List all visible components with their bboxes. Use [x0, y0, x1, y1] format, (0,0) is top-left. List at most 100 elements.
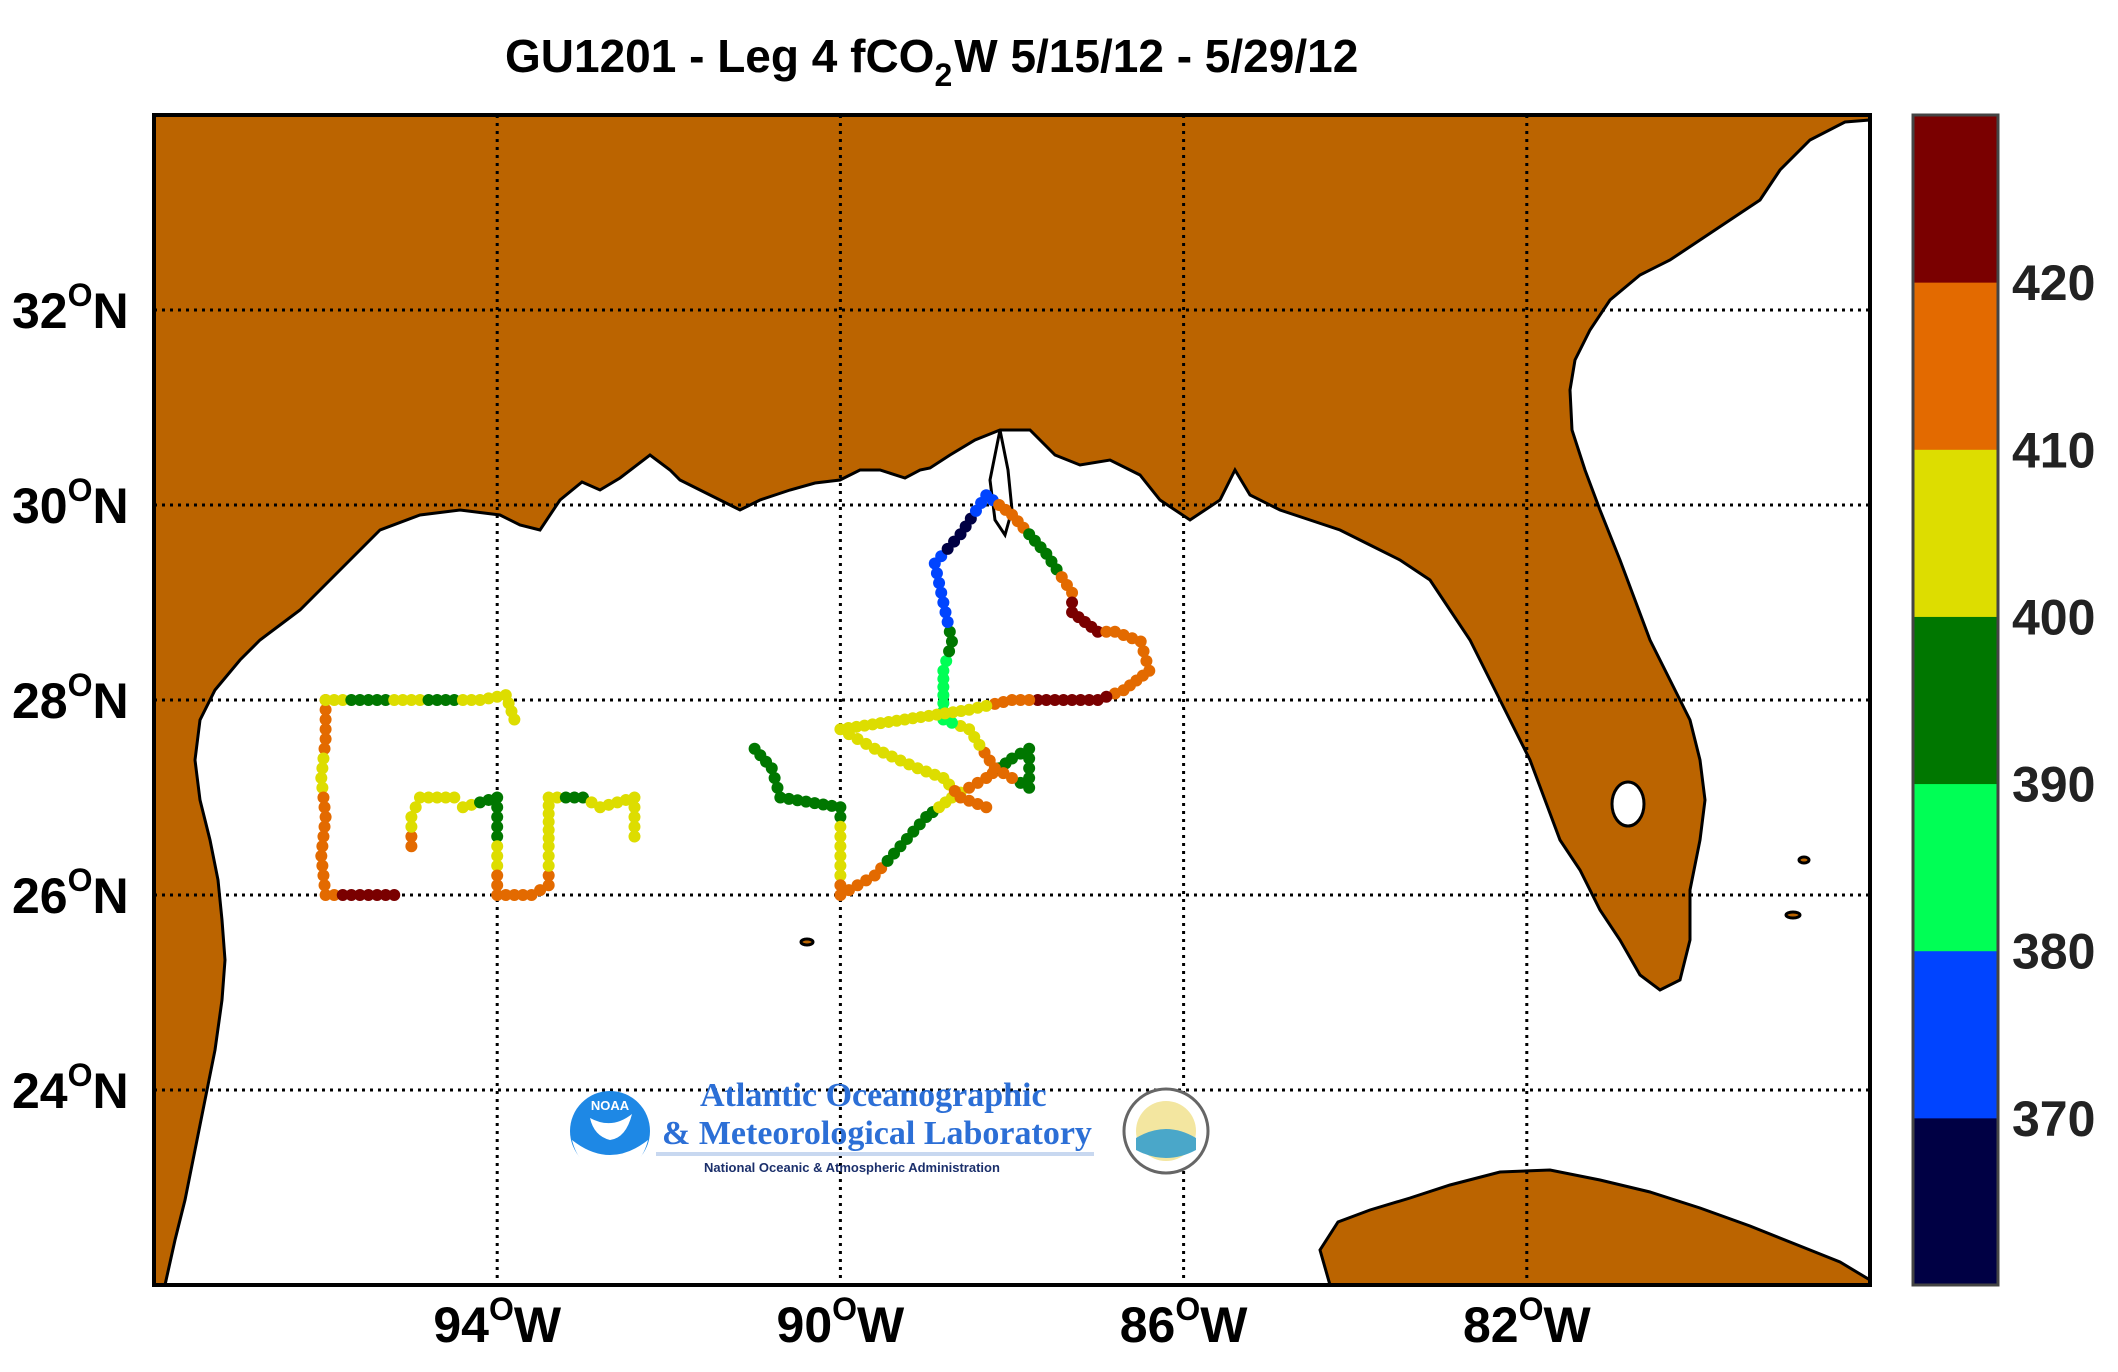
colorbar-bin	[1913, 282, 1998, 450]
lake-okeechobee	[1610, 780, 1646, 828]
track-point	[628, 830, 641, 843]
track-point	[431, 694, 444, 706]
colorbar-label: 370	[2012, 1091, 2095, 1147]
track-point	[768, 772, 781, 784]
track-point	[1091, 625, 1104, 638]
track-point	[388, 694, 401, 706]
lat-tick-label: 30ON	[12, 472, 129, 534]
colorbar-label: 420	[2012, 255, 2095, 311]
colorbar-label: 410	[2012, 422, 2095, 478]
track-point	[317, 830, 330, 843]
track-point	[491, 869, 504, 882]
track-point	[1091, 694, 1104, 706]
track-point	[945, 635, 958, 648]
cruise-track	[315, 489, 1156, 901]
lat-tick-label: 26ON	[12, 862, 129, 924]
track-point	[336, 889, 349, 901]
track-point	[491, 879, 504, 892]
island	[1784, 910, 1802, 920]
track-point	[409, 801, 422, 814]
track-point	[1134, 635, 1147, 648]
track-point	[345, 889, 358, 901]
track-point	[465, 694, 478, 706]
logo-line-2: & Meteorological Laboratory	[662, 1115, 1092, 1152]
track-point	[448, 694, 461, 706]
track-point	[939, 606, 952, 619]
colorbar-bin	[1913, 616, 1998, 785]
noaa-wave-icon	[572, 1140, 648, 1172]
map-frame	[152, 113, 1872, 1287]
track-point	[371, 889, 384, 901]
track-point	[319, 703, 332, 716]
track-point	[316, 840, 329, 853]
track-point	[318, 820, 331, 833]
track-point	[315, 850, 328, 862]
track-point	[319, 733, 332, 745]
track-point	[1023, 742, 1036, 755]
logo-line-1: Atlantic Oceanographic	[700, 1077, 1047, 1114]
colorbar-frame	[1911, 113, 2000, 1287]
track-point	[388, 889, 401, 901]
track-point	[328, 694, 341, 706]
track-point	[1014, 694, 1027, 706]
track-point	[491, 889, 504, 901]
lat-tick-label: 28ON	[12, 667, 129, 729]
colorbar-label: 400	[2012, 589, 2095, 645]
colorbar-bin	[1913, 1117, 1998, 1286]
track-point	[542, 791, 555, 804]
track-point	[318, 879, 331, 892]
track-point	[405, 830, 418, 843]
track-point	[508, 713, 521, 726]
track-point	[628, 801, 641, 814]
track-point	[319, 713, 332, 726]
track-point	[422, 791, 435, 804]
track-point	[834, 820, 847, 833]
track-point	[941, 616, 954, 628]
track-point	[336, 694, 349, 706]
track-point	[379, 694, 392, 706]
track-point	[413, 791, 426, 804]
track-point	[499, 889, 512, 901]
track-point	[568, 791, 581, 804]
track-point	[1023, 762, 1036, 775]
track-point	[448, 791, 461, 804]
track-point	[456, 694, 469, 706]
track-point	[1083, 694, 1096, 706]
island	[1797, 855, 1811, 865]
track-point	[940, 655, 953, 667]
noaa-bird-icon	[590, 1114, 632, 1140]
track-point	[834, 801, 847, 814]
track-point	[317, 752, 330, 765]
track-point	[315, 772, 328, 784]
latitude-axis: 32ON 30ON 28ON 26ON 24ON	[12, 277, 129, 1119]
track-point	[1140, 655, 1153, 667]
track-point	[551, 791, 564, 804]
colorbar-label: 380	[2012, 924, 2095, 980]
track-point	[834, 830, 847, 843]
track-point	[1048, 694, 1061, 706]
track-point	[491, 840, 504, 853]
logo-underline	[656, 1152, 1094, 1156]
track-point	[765, 762, 778, 775]
track-point	[935, 586, 948, 599]
track-point	[628, 811, 641, 823]
track-point	[317, 791, 330, 804]
track-point	[1137, 645, 1150, 658]
track-point	[422, 694, 435, 706]
track-point	[937, 664, 950, 677]
track-point	[771, 781, 784, 794]
track-point	[628, 820, 641, 833]
lon-tick-label: 82OW	[1463, 1291, 1592, 1353]
colorbar-bin	[1913, 950, 1998, 1119]
track-point	[1066, 586, 1079, 599]
track-point	[1100, 625, 1113, 638]
track-point	[413, 694, 426, 706]
track-point	[516, 889, 529, 901]
track-point	[628, 791, 641, 804]
track-point	[943, 645, 956, 658]
track-point	[316, 762, 329, 775]
track-point	[316, 859, 329, 872]
track-point	[834, 859, 847, 872]
lat-tick-label: 32ON	[12, 277, 129, 339]
